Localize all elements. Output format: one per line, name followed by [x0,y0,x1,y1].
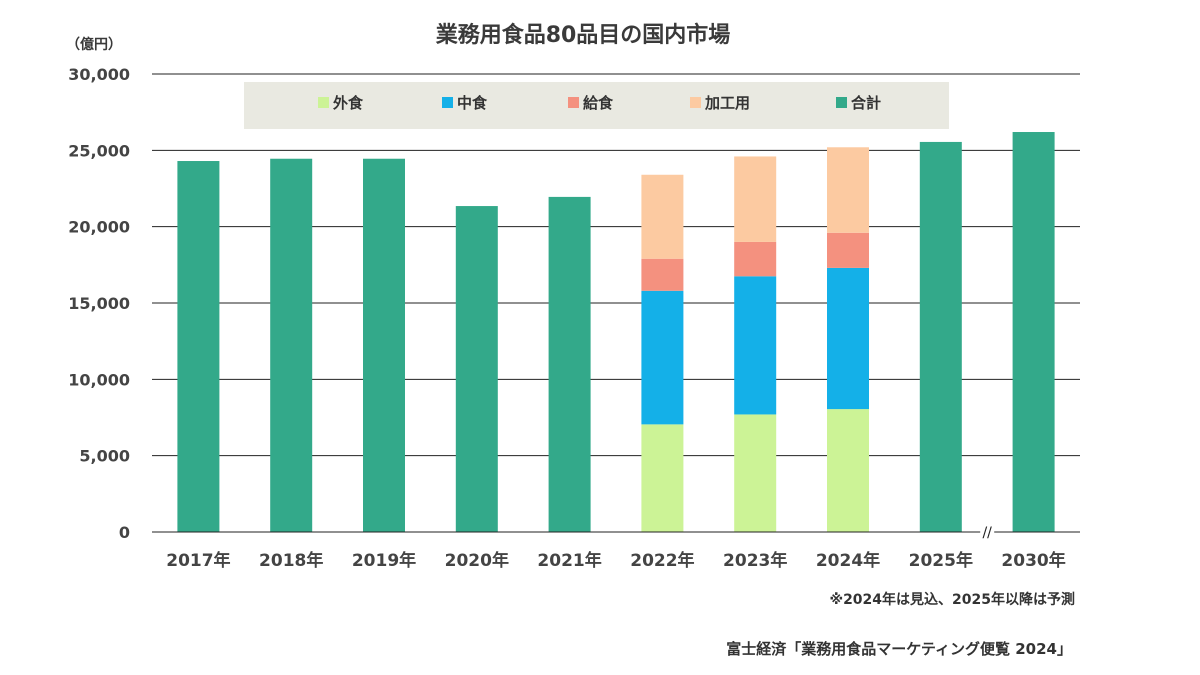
legend-label: 合計 [850,94,881,112]
x-tick-label: 2018年 [259,550,323,571]
y-tick-label: 25,000 [68,141,130,160]
x-tick-label: 2023年 [723,550,787,571]
bar-segment [641,258,684,291]
x-axis-tick-labels: 2017年 2018年 2019年 2020年 2021年 2022年 2023年 2024年… [166,550,1066,571]
bar-total [177,161,220,532]
x-tick-label: 2017年 [166,550,230,571]
axis-break-mark: // [982,525,992,541]
y-tick-label: 15,000 [68,294,130,313]
bar-segment [827,232,869,268]
legend-swatch [836,97,847,108]
bar-total [455,206,498,532]
x-tick-label: 2019年 [352,550,416,571]
bar-total [919,141,962,533]
y-tick-label: 20,000 [68,218,130,237]
legend-label: 給食 [583,94,614,112]
y-tick-label: 10,000 [68,370,130,389]
bar-segment [827,147,869,233]
bar-segment [734,156,777,242]
bar-segment [827,267,869,410]
bar-segment [734,414,777,532]
bar-segment [641,174,684,259]
bars [177,132,1055,533]
y-axis-unit-label: （億円） [66,36,122,53]
chart-note: ※2024年は見込、2025年以降は予測 [829,591,1075,608]
legend-background [244,82,949,129]
bar-segment [827,409,869,532]
bar-total [1012,132,1055,532]
legend-label: 外食 [332,94,364,112]
x-tick-label: 2024年 [816,550,880,571]
legend-label: 中食 [457,94,488,112]
chart-source: 富士経済「業務用食品マーケティング便覧 2024」 [726,640,1072,658]
bar-segment [734,276,777,415]
bar-segment [734,241,777,277]
legend-swatch [442,97,453,108]
x-tick-label: 2022年 [630,550,694,571]
legend: 外食 中食 給食 加工用 合計 [244,82,949,129]
y-tick-label: 30,000 [68,65,130,84]
bar-total [363,158,405,533]
bar-segment [641,424,684,532]
bar-total [548,196,591,532]
x-tick-label: 2025年 [909,550,973,571]
x-tick-label: 2021年 [537,550,601,571]
chart-title: 業務用食品80品目の国内市場 [436,22,731,48]
legend-swatch [568,97,579,108]
bar-total [270,158,313,533]
y-tick-label: 0 [119,523,130,542]
bar-segment [641,290,684,425]
legend-swatch [318,97,329,108]
y-axis-tick-labels: 0 5,000 10,000 15,000 20,000 25,000 30,000 [68,65,130,542]
legend-swatch [690,97,701,108]
x-tick-label: 2020年 [445,550,509,571]
x-axis: // [152,525,1080,541]
legend-label: 加工用 [704,94,750,112]
y-tick-label: 5,000 [79,447,130,466]
x-tick-label: 2030年 [1001,550,1065,571]
